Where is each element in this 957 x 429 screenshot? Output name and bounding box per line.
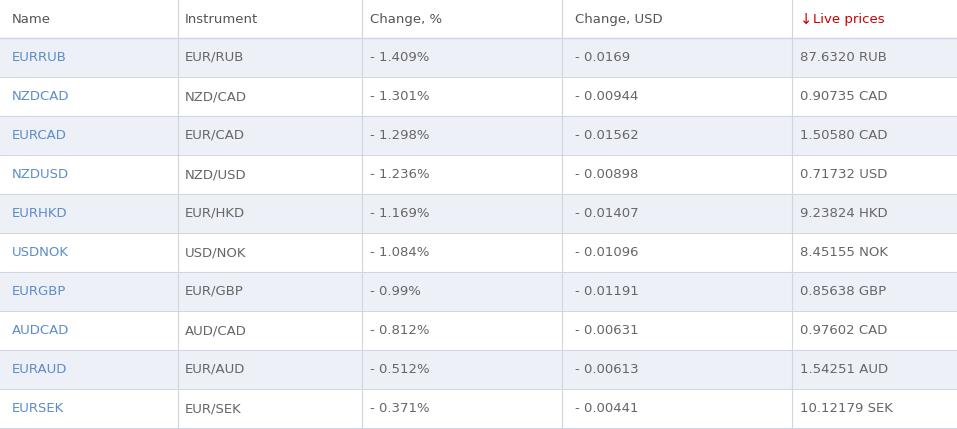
Bar (0, 77, 957, 116)
Text: - 0.01407: - 0.01407 (575, 207, 638, 220)
Text: NZD/USD: NZD/USD (185, 168, 247, 181)
Text: - 0.00944: - 0.00944 (575, 90, 638, 103)
Bar (0, 233, 957, 272)
Text: - 1.236%: - 1.236% (370, 168, 430, 181)
Text: - 0.00441: - 0.00441 (575, 402, 638, 415)
Text: NZDCAD: NZDCAD (12, 90, 70, 103)
Text: 0.71732 USD: 0.71732 USD (800, 168, 887, 181)
Text: - 0.01096: - 0.01096 (575, 246, 638, 259)
Text: EUR/CAD: EUR/CAD (185, 129, 245, 142)
Text: 9.23824 HKD: 9.23824 HKD (800, 207, 888, 220)
Text: EURHKD: EURHKD (12, 207, 68, 220)
Bar (0, 116, 957, 155)
Text: Name: Name (12, 13, 51, 26)
Text: 0.85638 GBP: 0.85638 GBP (800, 285, 886, 298)
Text: ↓: ↓ (800, 12, 812, 27)
Text: EUR/AUD: EUR/AUD (185, 363, 245, 376)
Text: Live prices: Live prices (813, 13, 884, 26)
Bar (0, 350, 957, 389)
Text: - 1.298%: - 1.298% (370, 129, 430, 142)
Text: 0.90735 CAD: 0.90735 CAD (800, 90, 887, 103)
Bar (0, 0, 957, 38)
Text: NZD/CAD: NZD/CAD (185, 90, 247, 103)
Text: - 0.00898: - 0.00898 (575, 168, 638, 181)
Bar (0, 155, 957, 194)
Bar (0, 389, 957, 428)
Bar (0, 38, 957, 77)
Text: - 0.01191: - 0.01191 (575, 285, 638, 298)
Text: - 0.01562: - 0.01562 (575, 129, 638, 142)
Text: - 0.0169: - 0.0169 (575, 51, 630, 64)
Text: - 0.512%: - 0.512% (370, 363, 430, 376)
Text: USDNOK: USDNOK (12, 246, 69, 259)
Text: Change, USD: Change, USD (575, 13, 662, 26)
Text: EURGBP: EURGBP (12, 285, 66, 298)
Text: EUR/SEK: EUR/SEK (185, 402, 242, 415)
Text: - 1.301%: - 1.301% (370, 90, 430, 103)
Text: AUDCAD: AUDCAD (12, 324, 69, 337)
Text: EUR/GBP: EUR/GBP (185, 285, 244, 298)
Text: EUR/RUB: EUR/RUB (185, 51, 244, 64)
Text: EURAUD: EURAUD (12, 363, 67, 376)
Text: 0.97602 CAD: 0.97602 CAD (800, 324, 887, 337)
Text: 87.6320 RUB: 87.6320 RUB (800, 51, 887, 64)
Text: NZDUSD: NZDUSD (12, 168, 69, 181)
Text: - 0.00613: - 0.00613 (575, 363, 638, 376)
Text: - 1.084%: - 1.084% (370, 246, 430, 259)
Bar (0, 311, 957, 350)
Text: 10.12179 SEK: 10.12179 SEK (800, 402, 893, 415)
Text: Instrument: Instrument (185, 13, 258, 26)
Text: EURRUB: EURRUB (12, 51, 67, 64)
Text: EURSEK: EURSEK (12, 402, 64, 415)
Text: - 0.00631: - 0.00631 (575, 324, 638, 337)
Bar (0, 194, 957, 233)
Text: - 1.169%: - 1.169% (370, 207, 430, 220)
Text: EURCAD: EURCAD (12, 129, 67, 142)
Text: EUR/HKD: EUR/HKD (185, 207, 245, 220)
Text: - 1.409%: - 1.409% (370, 51, 430, 64)
Text: USD/NOK: USD/NOK (185, 246, 247, 259)
Text: - 0.371%: - 0.371% (370, 402, 430, 415)
Text: - 0.99%: - 0.99% (370, 285, 421, 298)
Text: AUD/CAD: AUD/CAD (185, 324, 247, 337)
Text: 1.50580 CAD: 1.50580 CAD (800, 129, 887, 142)
Text: - 0.812%: - 0.812% (370, 324, 430, 337)
Text: 1.54251 AUD: 1.54251 AUD (800, 363, 888, 376)
Bar (0, 272, 957, 311)
Text: 8.45155 NOK: 8.45155 NOK (800, 246, 888, 259)
Text: Change, %: Change, % (370, 13, 442, 26)
